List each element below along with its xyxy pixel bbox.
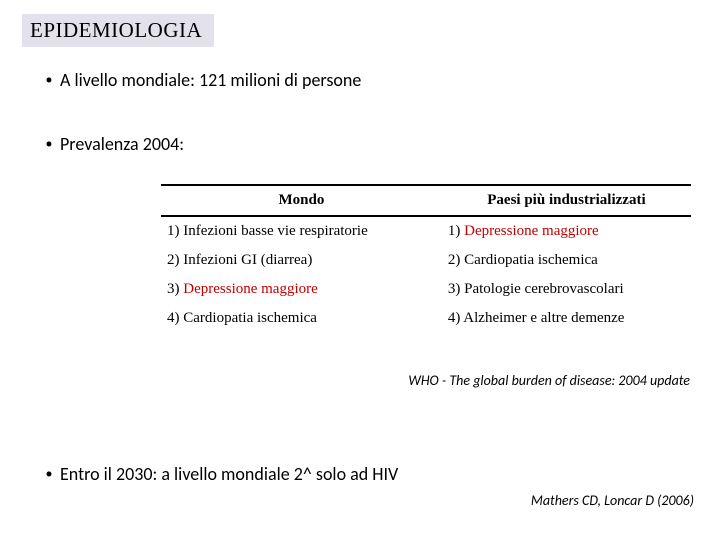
table-row: 3) Depressione maggiore 3) Patologie cer…	[161, 275, 691, 304]
citation-mathers: Mathers CD, Loncar D (2006)	[531, 492, 694, 509]
table-header-row: Mondo Paesi più industrializzati	[161, 185, 691, 216]
highlighted-text: Depressione maggiore	[183, 281, 318, 297]
table-row: 2) Infezioni GI (diarrea) 2) Cardiopatia…	[161, 246, 691, 275]
table-row: 1) Infezioni basse vie respiratorie 1) D…	[161, 216, 691, 246]
table-cell: 3) Depressione maggiore	[161, 275, 442, 304]
table-cell: 4) Cardiopatia ischemica	[161, 304, 442, 333]
bullet-text: Prevalenza 2004:	[60, 132, 184, 156]
slide-title: EPIDEMIOLOGIA	[22, 14, 214, 47]
slide: EPIDEMIOLOGIA • A livello mondiale: 121 …	[0, 0, 720, 540]
bullet-dot-icon: •	[38, 68, 60, 92]
bullet-worldwide: • A livello mondiale: 121 milioni di per…	[38, 68, 361, 92]
bullet-2030: • Entro il 2030: a livello mondiale 2^ s…	[38, 462, 398, 486]
prevalence-table: Mondo Paesi più industrializzati 1) Infe…	[161, 184, 691, 333]
bullet-dot-icon: •	[38, 132, 60, 156]
highlighted-text: Depressione maggiore	[464, 223, 599, 239]
table-row: 4) Cardiopatia ischemica 4) Alzheimer e …	[161, 304, 691, 333]
bullet-prevalence: • Prevalenza 2004:	[38, 132, 184, 156]
table-cell: 3) Patologie cerebrovascolari	[442, 275, 691, 304]
table-cell: 1) Infezioni basse vie respiratorie	[161, 216, 442, 246]
table-cell: 1) Depressione maggiore	[442, 216, 691, 246]
table-cell: 2) Infezioni GI (diarrea)	[161, 246, 442, 275]
table-header-industrialized: Paesi più industrializzati	[442, 185, 691, 216]
table-header-world: Mondo	[161, 185, 442, 216]
bullet-text: Entro il 2030: a livello mondiale 2^ sol…	[60, 462, 398, 486]
bullet-dot-icon: •	[38, 462, 60, 486]
bullet-text: A livello mondiale: 121 milioni di perso…	[60, 68, 361, 92]
table-cell: 4) Alzheimer e altre demenze	[442, 304, 691, 333]
table-cell: 2) Cardiopatia ischemica	[442, 246, 691, 275]
citation-who: WHO - The global burden of disease: 2004…	[408, 372, 690, 389]
